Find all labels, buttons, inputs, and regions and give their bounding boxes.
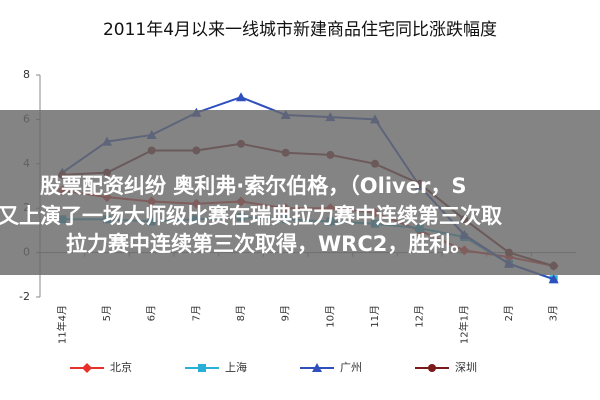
x-tick-label: 2月 [503,305,515,321]
point [548,274,559,284]
overlay-text: 拉力赛中连续第三次取得，WRC2，胜利。 [66,232,472,256]
x-tick-label: 3月 [548,305,560,321]
x-tick-label: 8月 [235,305,247,321]
x-tick-label: 12月 [414,305,426,328]
x-tick-label: 11年4月 [55,305,68,344]
point [82,363,92,373]
overlay-text: 又上演了一场大师级比赛在瑞典拉力赛中连续第三次取 [0,204,502,228]
x-tick-label: 10月 [324,305,336,328]
overlay-banner: 股票配资纠纷 奥利弗·索尔伯格，（Oliver，S 又上演了一场大师级比赛在瑞典… [0,110,600,275]
overlay-text: 股票配资纠纷 奥利弗·索尔伯格，（Oliver，S [40,174,467,198]
point [198,364,206,372]
point [312,363,322,372]
y-tick-label: 8 [23,68,30,81]
legend-label: 北京 [110,360,132,374]
x-tick-label: 9月 [280,305,292,321]
x-tick-label: 11月 [369,305,381,328]
point [236,92,246,102]
x-tick-label: 6月 [146,305,158,321]
legend-label: 广州 [340,361,362,374]
x-tick-label: 7月 [190,305,202,321]
legend-label: 上海 [225,360,247,374]
legend-label: 深圳 [455,361,477,374]
y-tick-label: -2 [19,290,30,303]
chart-title: 2011年4月以来一线城市新建商品住宅同比涨跌幅度 [103,20,497,40]
point [428,364,436,372]
x-tick-label: 5月 [101,305,113,321]
x-tick-label: 12年1月 [457,305,470,344]
